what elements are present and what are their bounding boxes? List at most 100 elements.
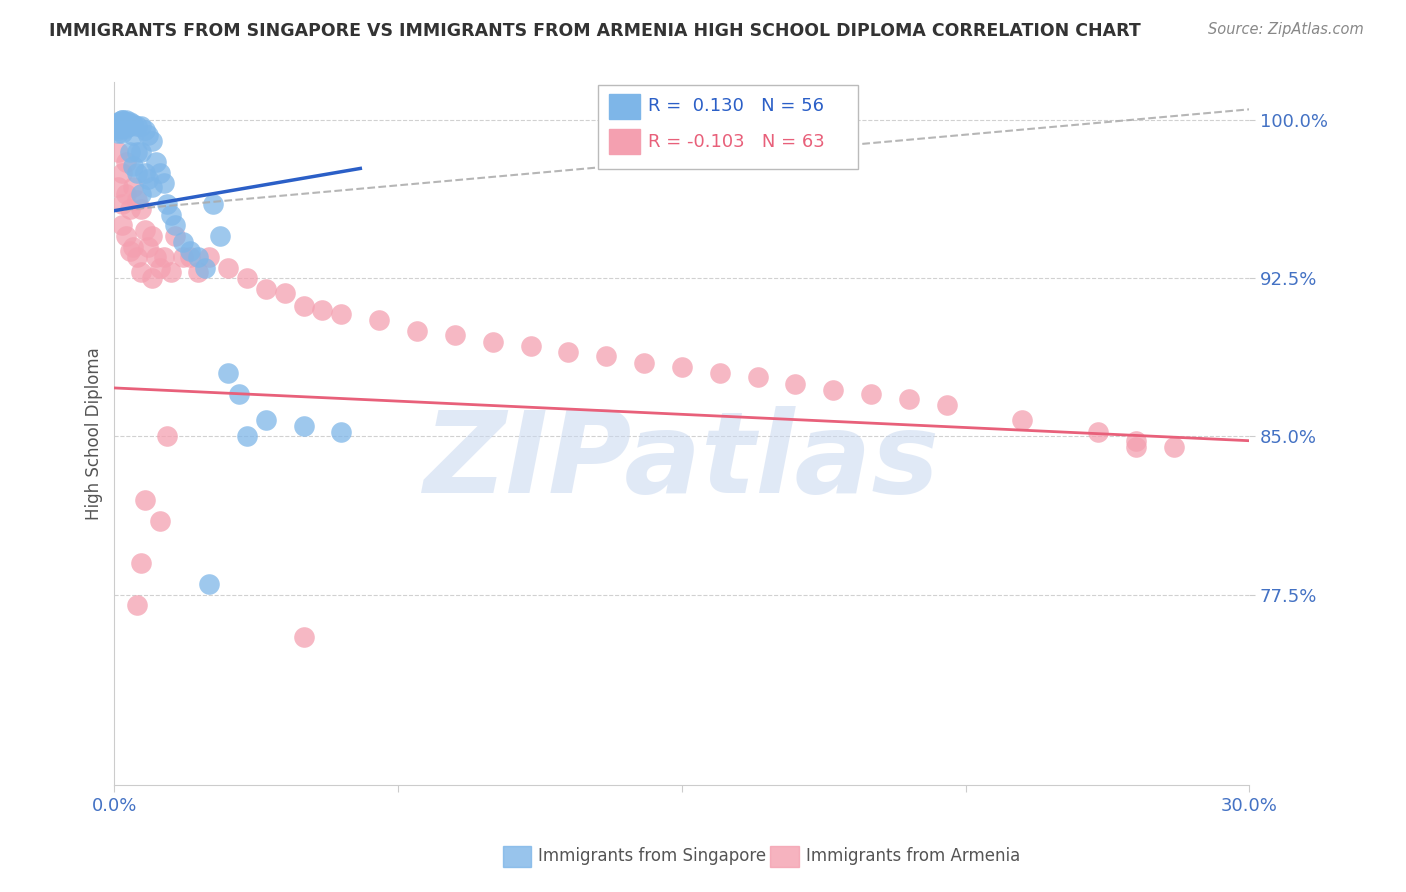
Text: Source: ZipAtlas.com: Source: ZipAtlas.com [1208, 22, 1364, 37]
Point [785, 376, 807, 391]
Point [406, 324, 429, 338]
Point [859, 387, 882, 401]
Point [122, 128, 145, 142]
Point [129, 202, 152, 216]
Point [138, 239, 160, 253]
Point [671, 359, 693, 374]
Point [179, 250, 201, 264]
Point [107, 120, 129, 134]
Point [114, 155, 136, 169]
Point [172, 235, 194, 250]
Point [897, 392, 920, 406]
Point [481, 334, 503, 349]
Point [709, 366, 731, 380]
Point [114, 186, 136, 201]
Point [145, 250, 167, 264]
Point [114, 112, 136, 127]
Point [330, 425, 353, 440]
Point [1163, 440, 1185, 454]
Point [127, 145, 149, 159]
Point [111, 120, 134, 134]
Point [149, 260, 172, 275]
Point [152, 176, 174, 190]
Point [134, 222, 156, 236]
Y-axis label: High School Diploma: High School Diploma [86, 347, 103, 520]
Point [1125, 434, 1147, 448]
Point [236, 429, 259, 443]
Point [747, 370, 769, 384]
Point [129, 556, 152, 570]
Point [149, 514, 172, 528]
Point [145, 155, 167, 169]
Point [118, 115, 141, 129]
Point [134, 492, 156, 507]
Point [107, 115, 129, 129]
Point [129, 265, 152, 279]
Point [111, 219, 134, 233]
Point [122, 117, 145, 131]
Point [156, 197, 179, 211]
Text: R =  0.130   N = 56: R = 0.130 N = 56 [648, 97, 824, 115]
Point [209, 229, 232, 244]
Point [114, 229, 136, 244]
Point [114, 117, 136, 131]
Text: Immigrants from Singapore: Immigrants from Singapore [538, 847, 766, 865]
Point [1011, 412, 1033, 426]
Point [129, 120, 152, 134]
Point [114, 121, 136, 136]
Point [557, 345, 579, 359]
Point [163, 219, 186, 233]
Point [160, 208, 183, 222]
Point [127, 250, 149, 264]
Text: IMMIGRANTS FROM SINGAPORE VS IMMIGRANTS FROM ARMENIA HIGH SCHOOL DIPLOMA CORRELA: IMMIGRANTS FROM SINGAPORE VS IMMIGRANTS … [49, 22, 1140, 40]
Point [311, 302, 333, 317]
Point [633, 356, 655, 370]
Point [179, 244, 201, 258]
Point [107, 126, 129, 140]
Point [122, 180, 145, 194]
Point [111, 126, 134, 140]
Point [172, 250, 194, 264]
Point [519, 339, 541, 353]
Point [127, 193, 149, 207]
Point [107, 180, 129, 194]
Point [368, 313, 391, 327]
Point [156, 429, 179, 443]
Point [236, 271, 259, 285]
Point [111, 166, 134, 180]
Text: R = -0.103   N = 63: R = -0.103 N = 63 [648, 133, 825, 151]
Point [201, 197, 224, 211]
Point [118, 120, 141, 134]
Point [118, 145, 141, 159]
Point [163, 229, 186, 244]
Point [292, 419, 315, 434]
Point [107, 121, 129, 136]
Point [122, 159, 145, 173]
Point [292, 630, 315, 644]
Point [935, 398, 957, 412]
Point [141, 134, 163, 148]
Point [118, 117, 141, 131]
Point [122, 239, 145, 253]
Point [187, 250, 209, 264]
Point [1087, 425, 1109, 440]
Point [198, 250, 221, 264]
Point [141, 271, 163, 285]
Point [141, 229, 163, 244]
Point [111, 112, 134, 127]
Point [111, 115, 134, 129]
Point [1125, 440, 1147, 454]
Point [114, 120, 136, 134]
Point [254, 282, 277, 296]
Point [152, 250, 174, 264]
Point [595, 349, 617, 363]
Point [134, 166, 156, 180]
Point [111, 117, 134, 131]
Point [111, 112, 134, 127]
Point [149, 166, 172, 180]
Point [198, 577, 221, 591]
Point [127, 120, 149, 134]
Point [138, 172, 160, 186]
Point [194, 260, 217, 275]
Point [107, 145, 129, 159]
